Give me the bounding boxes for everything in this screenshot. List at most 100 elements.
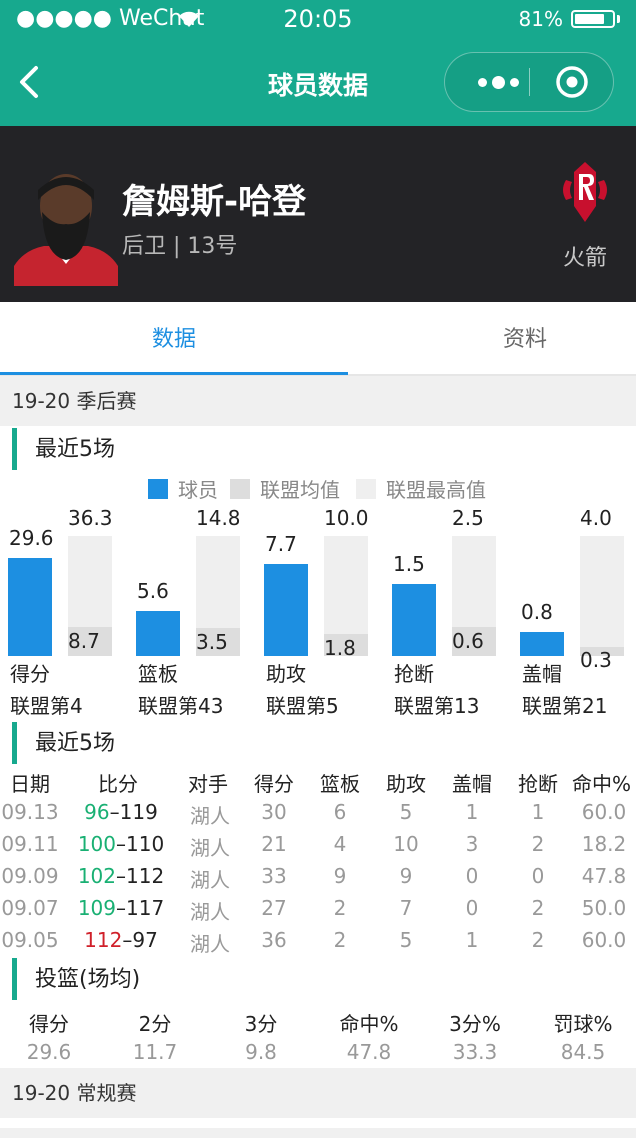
- league-rank-label: 联盟第43: [138, 694, 224, 718]
- status-bar: ●●●●● WeChat 20:05 81%: [0, 0, 636, 40]
- shooting-label: 命中%: [339, 1012, 399, 1036]
- bar-league-max: [580, 536, 624, 656]
- column-header: 篮板: [320, 772, 360, 796]
- category-label: 盖帽: [522, 662, 562, 686]
- tab-stats[interactable]: 数据: [151, 327, 196, 352]
- column-header: 日期: [10, 772, 50, 796]
- score-own: 109: [77, 896, 116, 920]
- score-separator: –: [109, 800, 120, 824]
- game-fg-percent: 18.2: [581, 832, 627, 856]
- score-own: 100: [77, 832, 116, 856]
- game-blocks: 1: [465, 928, 479, 952]
- shooting-label: 得分: [29, 1012, 69, 1036]
- game-steals: 1: [531, 800, 545, 824]
- shooting-value: 11.7: [132, 1040, 178, 1064]
- clock: 20:05: [283, 5, 353, 33]
- shooting-value: 29.6: [26, 1040, 72, 1064]
- bar-league-average: [452, 627, 496, 656]
- game-points: 33: [261, 864, 287, 888]
- score-opponent: 119: [119, 800, 158, 824]
- season-header-regular: 19-20 常规赛: [0, 1068, 636, 1118]
- bar-league-average: [68, 627, 112, 656]
- player-position: 后卫 | 13号: [122, 234, 238, 259]
- legend-item-league-max: 联盟最高值: [356, 474, 486, 503]
- shooting-label: 3分%: [449, 1012, 501, 1036]
- bar-label-player: 5.6: [137, 578, 169, 603]
- bar-label-league-average: 0.6: [452, 629, 484, 654]
- score-opponent: 110: [126, 832, 165, 856]
- column-header: 对手: [188, 772, 228, 796]
- game-fg-percent: 47.8: [581, 864, 627, 888]
- player-avatar: [14, 166, 118, 286]
- category-label: 得分: [10, 662, 50, 686]
- team-name: 火箭: [562, 246, 607, 271]
- bar-league-average: [580, 647, 624, 656]
- game-rebounds: 2: [333, 896, 347, 920]
- table-row[interactable]: 09.07 109–117 湖人 27 2 7 0 2 50.0: [0, 896, 636, 928]
- tab-active-indicator: [0, 372, 348, 375]
- page-title: 球员数据: [267, 71, 368, 100]
- legend-label: 球员: [178, 478, 218, 502]
- bar-label-player: 1.5: [393, 552, 425, 576]
- opponent-team: 湖人: [190, 900, 230, 924]
- game-date: 09.09: [1, 864, 59, 888]
- table-row[interactable]: 09.05 112–97 湖人 36 2 5 1 2 60.0: [0, 928, 636, 960]
- bar-label-player: 29.6: [9, 526, 54, 551]
- league-rank-label: 联盟第4: [10, 694, 83, 718]
- game-date: 09.13: [1, 800, 59, 824]
- game-fg-percent: 50.0: [581, 896, 627, 920]
- mini-program-capsule: [444, 52, 614, 112]
- game-score: 109–117: [66, 896, 176, 920]
- tab-profile[interactable]: 资料: [502, 327, 547, 352]
- column-header: 得分: [254, 772, 294, 796]
- column-header: 抢断: [518, 772, 558, 796]
- more-menu-button[interactable]: [467, 53, 529, 111]
- tab-bar: 数据 资料: [0, 302, 636, 376]
- game-steals: 2: [531, 928, 545, 952]
- wifi-icon: [176, 9, 202, 33]
- shooting-label: 3分: [244, 1012, 278, 1036]
- table-row[interactable]: 09.09 102–112 湖人 33 9 9 0 0 47.8: [0, 864, 636, 896]
- game-score: 96–119: [66, 800, 176, 824]
- bar-label-league-average: 3.5: [196, 629, 228, 654]
- bar-label-league-max: 14.8: [196, 506, 241, 530]
- bar-player: [520, 632, 564, 656]
- category-label: 抢断: [394, 662, 434, 686]
- column-header: 助攻: [386, 772, 426, 796]
- bar-league-average: [324, 634, 368, 656]
- bar-label-league-max: 10.0: [324, 506, 369, 530]
- game-points: 21: [261, 832, 287, 856]
- table-row[interactable]: 09.11 100–110 湖人 21 4 10 3 2 18.2: [0, 832, 636, 864]
- legend-item-league-average: 联盟均值: [230, 474, 340, 503]
- chevron-left-icon: [20, 66, 38, 98]
- next-section-peek: [0, 1128, 636, 1138]
- player-name: 詹姆斯-哈登: [122, 182, 307, 222]
- game-score: 112–97: [66, 928, 176, 952]
- column-header: 比分: [98, 772, 138, 796]
- score-separator: –: [116, 864, 126, 888]
- bar-player: [136, 610, 180, 656]
- game-points: 27: [261, 896, 287, 920]
- league-rank-label: 联盟第13: [394, 694, 480, 718]
- legend-swatch: [356, 478, 376, 499]
- bar-label-league-average: 1.8: [324, 636, 356, 660]
- score-separator: –: [122, 928, 133, 952]
- bar-player: [392, 584, 436, 656]
- shooting-value: 9.8: [245, 1040, 277, 1064]
- score-own: 102: [77, 864, 116, 888]
- game-rebounds: 9: [333, 864, 347, 888]
- team-logo-icon: [556, 160, 614, 224]
- table-row[interactable]: 09.13 96–119 湖人 30 6 5 1 1 60.0: [0, 800, 636, 832]
- close-mini-program-button[interactable]: [555, 65, 589, 99]
- bar-label-league-max: 36.3: [68, 506, 113, 530]
- column-header: 盖帽: [452, 772, 492, 796]
- game-fg-percent: 60.0: [581, 928, 627, 952]
- game-points: 36: [261, 928, 287, 952]
- back-button[interactable]: [12, 62, 52, 102]
- shooting-value: 47.8: [346, 1040, 392, 1064]
- shooting-value: 84.5: [560, 1040, 606, 1064]
- bar-league-average: [196, 627, 240, 656]
- game-score: 100–110: [66, 832, 176, 856]
- game-score: 102–112: [66, 864, 176, 888]
- score-own: 96: [84, 800, 110, 824]
